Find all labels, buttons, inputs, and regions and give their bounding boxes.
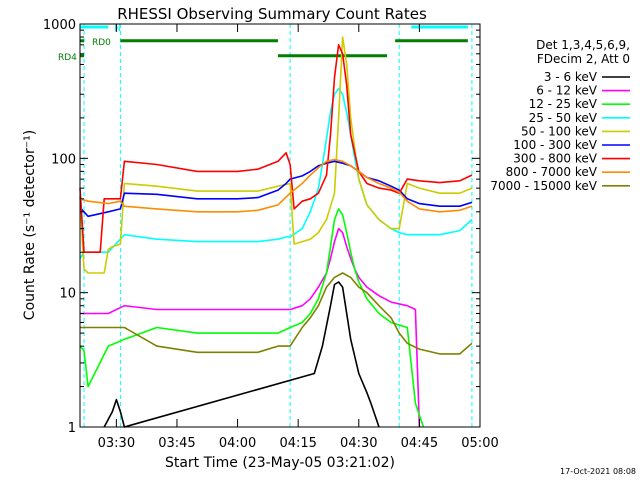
x-tick-label-6: 05:00	[461, 436, 498, 451]
plot-frame	[79, 23, 481, 428]
series-line-6	[79, 43, 473, 253]
axes: 03:30 03:45 04:00 04:15 04:30 04:45 05:00 1 10 10…	[43, 18, 499, 451]
legend-label-3: 25 - 50 keV	[529, 111, 598, 125]
series-line-3	[79, 87, 473, 259]
legend-label-1: 6 - 12 keV	[536, 84, 598, 98]
chart-title: RHESSI Observing Summary Count Rates	[117, 5, 427, 23]
flag-label-n: N	[114, 24, 121, 34]
flag-label-rd4: RD4	[58, 53, 77, 63]
legend-label-0: 3 - 6 keV	[544, 70, 598, 84]
x-tick-label-2: 04:00	[219, 436, 256, 451]
legend: Det 1,3,4,5,6,9,FDecim 2, Att 0 3 - 6 keV…	[490, 38, 630, 193]
series-line-2	[79, 208, 425, 428]
legend-header-0: Det 1,3,4,5,6,9,	[536, 38, 630, 52]
x-axis-label: Start Time (23-May-05 03:21:02)	[165, 455, 395, 471]
y-tick-label-2: 100	[51, 152, 76, 167]
y-tick-label-3: 1000	[43, 18, 76, 33]
y-axis-label: Count Rate (s⁻¹ detector⁻¹)	[22, 130, 38, 320]
footer-date: 17-Oct-2021 08:08	[560, 467, 636, 476]
y-tick-label-0: 1	[68, 421, 76, 436]
legend-header-1: FDecim 2, Att 0	[537, 52, 630, 66]
legend-label-8: 7000 - 15000 keV	[490, 179, 597, 193]
y-tick-label-1: 10	[59, 287, 76, 302]
series-line-0	[103, 281, 380, 428]
legend-label-7: 800 - 7000 keV	[506, 165, 598, 179]
x-tick-label-3: 04:15	[279, 436, 316, 451]
series-line-4	[79, 36, 473, 274]
legend-label-2: 12 - 25 keV	[529, 97, 598, 111]
legend-label-4: 50 - 100 keV	[521, 124, 598, 138]
x-tick-label-1: 03:45	[158, 436, 195, 451]
x-tick-label-4: 04:30	[340, 436, 377, 451]
series-line-1	[80, 227, 421, 428]
flag-label-rd0: RD0	[92, 38, 111, 48]
series-line-7	[79, 158, 473, 213]
x-tick-label-0: 03:30	[98, 436, 135, 451]
series-line-8	[80, 272, 473, 355]
legend-label-6: 300 - 800 keV	[513, 152, 597, 166]
legend-label-5: 100 - 300 keV	[513, 138, 597, 152]
series-line-5	[79, 160, 473, 218]
x-tick-label-5: 04:45	[401, 436, 438, 451]
